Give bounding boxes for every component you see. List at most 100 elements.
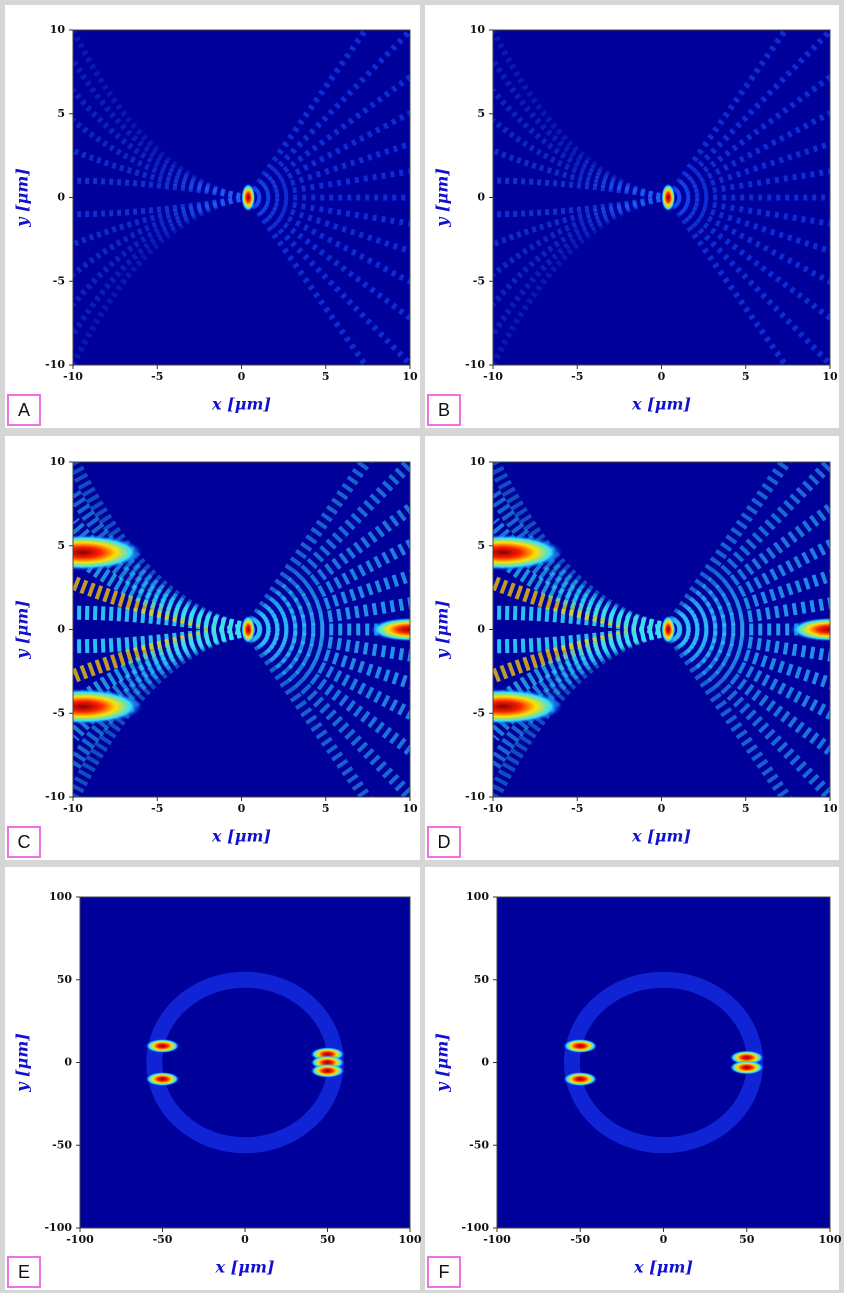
x-axis-label: x [μm] <box>631 827 691 846</box>
y-axis-label: y [μm] <box>433 168 452 228</box>
x-tick-label: -5 <box>151 370 163 383</box>
fringe <box>245 30 370 200</box>
fringe <box>73 622 250 742</box>
fringe <box>666 30 830 200</box>
heatmap <box>493 462 830 797</box>
fringe <box>666 194 830 286</box>
fringe <box>247 140 410 201</box>
y-axis-label: y [μm] <box>13 168 32 228</box>
hotspot <box>145 1072 180 1087</box>
hotspot <box>563 1038 598 1053</box>
fringe <box>493 58 669 201</box>
panel-label-box <box>427 826 461 858</box>
fringe <box>493 517 670 637</box>
fringe <box>246 569 410 636</box>
x-tick-label: -5 <box>571 370 583 383</box>
y-axis-label: y [μm] <box>13 1033 32 1093</box>
fringe <box>493 194 669 277</box>
x-tick-label: -5 <box>571 802 583 815</box>
panel-label: A <box>18 400 30 420</box>
hotspot <box>73 534 143 571</box>
fringe <box>247 623 410 662</box>
hotspot <box>661 183 676 212</box>
hotspot <box>661 615 676 644</box>
x-tick-label: 0 <box>658 802 666 815</box>
fringe <box>247 194 410 255</box>
heatmap-pattern <box>145 971 345 1154</box>
fringe <box>665 538 830 635</box>
x-axis-label: x [μm] <box>211 827 271 846</box>
fringe <box>73 194 249 307</box>
fringe <box>73 118 249 201</box>
y-axis-label: y [μm] <box>433 1033 452 1093</box>
fringe <box>663 462 830 634</box>
fringe <box>667 140 830 201</box>
y-axis-label: y [μm] <box>13 600 32 660</box>
heatmap-pattern <box>73 462 410 797</box>
x-tick-label: 0 <box>241 1233 249 1246</box>
fringe <box>243 462 373 633</box>
y-tick-label: 10 <box>470 455 486 468</box>
heatmap-background <box>80 897 410 1228</box>
fringe <box>666 623 830 690</box>
fringe <box>493 488 670 637</box>
y-tick-label: -10 <box>465 358 485 371</box>
x-tick-label: 50 <box>739 1233 755 1246</box>
hotspot <box>310 1063 345 1078</box>
x-tick-label: -10 <box>483 370 503 383</box>
x-tick-label: -10 <box>63 802 83 815</box>
hotspot <box>145 1038 180 1053</box>
fringe <box>667 194 830 255</box>
fringe <box>493 194 669 248</box>
fringe <box>493 622 670 742</box>
y-axis-label: y [μm] <box>433 600 452 660</box>
fringe <box>493 88 669 201</box>
fringe <box>493 194 669 307</box>
x-tick-label: 5 <box>742 370 750 383</box>
fringe <box>666 569 830 636</box>
x-tick-label: 5 <box>322 802 330 815</box>
fringe <box>666 109 830 201</box>
x-tick-label: 5 <box>742 802 750 815</box>
fringe <box>493 622 670 771</box>
fringe <box>493 576 670 637</box>
panel-label-box <box>427 394 461 426</box>
fringe <box>73 194 249 365</box>
fringe <box>665 624 830 721</box>
heatmap-pattern <box>563 971 764 1154</box>
hotspot <box>241 183 256 212</box>
y-tick-label: 5 <box>477 107 485 120</box>
x-tick-label: 100 <box>399 1233 422 1246</box>
y-tick-label: 5 <box>57 539 65 552</box>
y-tick-label: -10 <box>45 790 65 803</box>
hotspot <box>493 534 563 571</box>
y-tick-label: 5 <box>477 539 485 552</box>
fringe <box>73 194 249 248</box>
heatmap-pattern <box>493 462 830 797</box>
y-tick-label: 100 <box>49 890 72 903</box>
hotspot <box>493 688 563 725</box>
x-tick-label: 10 <box>402 370 418 383</box>
hotspot <box>729 1060 764 1075</box>
y-tick-label: 0 <box>477 191 485 204</box>
fringe <box>247 168 410 201</box>
fringe <box>243 462 410 634</box>
fringe <box>493 194 669 337</box>
y-tick-label: 50 <box>57 973 73 986</box>
fringe <box>73 88 249 201</box>
panel-label: F <box>439 1262 450 1282</box>
y-tick-label: 0 <box>57 623 65 636</box>
panel-label-box <box>7 1256 41 1288</box>
fringe <box>73 147 249 201</box>
x-tick-label: -10 <box>63 370 83 383</box>
x-tick-label: 0 <box>238 802 246 815</box>
fringe <box>73 622 250 683</box>
y-tick-label: -100 <box>44 1221 72 1234</box>
panel-label-box <box>427 1256 461 1288</box>
fringe <box>664 624 830 758</box>
x-tick-label: -10 <box>483 802 503 815</box>
x-tick-label: 50 <box>320 1233 336 1246</box>
x-tick-label: 10 <box>402 802 418 815</box>
fringe <box>245 624 410 721</box>
